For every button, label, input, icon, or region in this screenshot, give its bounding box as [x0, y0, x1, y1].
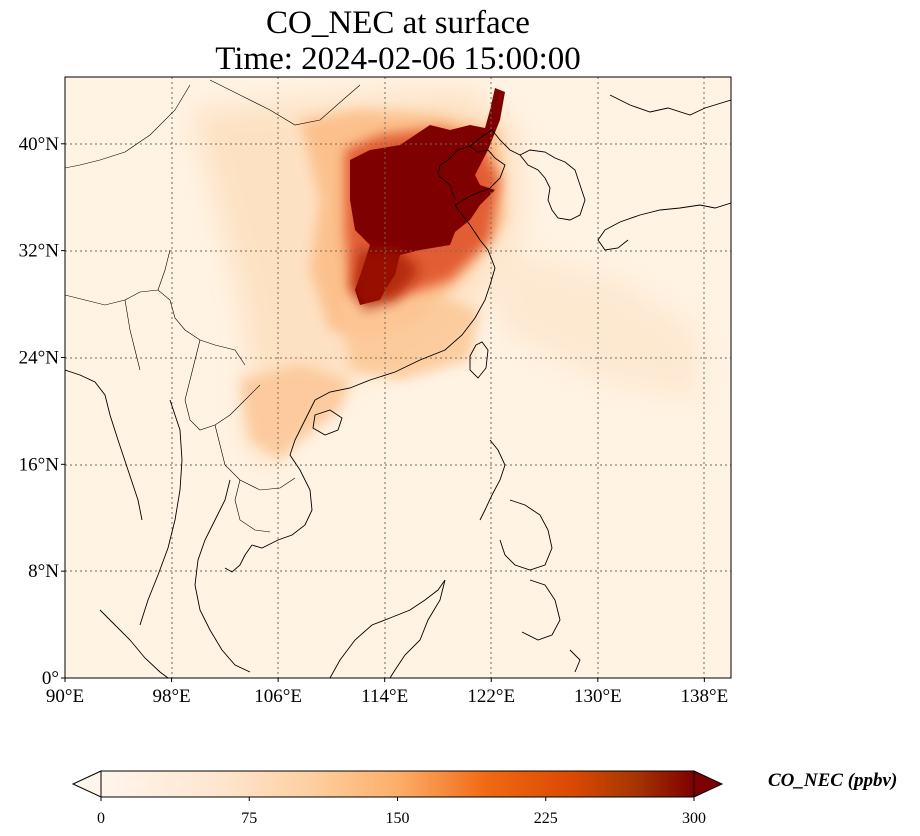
colorbar-tick-label: 300 — [682, 810, 706, 827]
lat-tick-label: 40°N — [19, 134, 60, 155]
lat-tick-label: 16°N — [19, 454, 60, 475]
lon-tick-label: 90°E — [46, 686, 84, 707]
map-title: CO_NEC at surface — [266, 5, 530, 41]
colorbar-ticks: 0 75 150 225 300 — [97, 797, 706, 827]
plume-low-east — [480, 240, 700, 400]
lat-tick-label: 0° — [42, 668, 59, 689]
lat-tick-label: 8°N — [28, 561, 59, 582]
colorbar-low-extend — [71, 770, 102, 798]
plume-core-edge — [352, 250, 420, 310]
colorbar-tick-label: 0 — [97, 810, 105, 827]
colorbar-bar — [100, 770, 695, 798]
colorbar-tick-label: 75 — [241, 810, 257, 827]
colorbar-high-extend — [693, 770, 724, 798]
lat-tick-label: 32°N — [19, 241, 60, 262]
co-concentration-field — [190, 88, 700, 470]
lon-tick-labels: 90°E 98°E 106°E 114°E 122°E 130°E 138°E — [46, 678, 728, 707]
colorbar: 0 75 150 225 300 — [71, 770, 724, 827]
map-gridlines — [65, 77, 731, 678]
map-frame — [64, 76, 732, 679]
colorbar-tick-label: 150 — [386, 810, 410, 827]
coastlines — [65, 94, 731, 678]
colorbar-label: CO_NEC (ppbv) — [768, 770, 898, 791]
lon-tick-label: 98°E — [152, 686, 190, 707]
lon-tick-label: 122°E — [467, 686, 515, 707]
map-time-subtitle: Time: 2024-02-06 15:00:00 — [215, 41, 581, 77]
country-borders — [65, 79, 361, 533]
lat-tick-label: 24°N — [19, 347, 60, 368]
lat-tick-labels: 0° 8°N 16°N 24°N 32°N 40°N — [19, 134, 65, 689]
lon-tick-label: 138°E — [681, 686, 729, 707]
plume-medium-south — [240, 365, 350, 460]
lon-tick-label: 114°E — [361, 686, 408, 707]
lon-tick-label: 106°E — [254, 686, 302, 707]
lon-tick-label: 130°E — [574, 686, 622, 707]
colorbar-tick-label: 225 — [534, 810, 558, 827]
